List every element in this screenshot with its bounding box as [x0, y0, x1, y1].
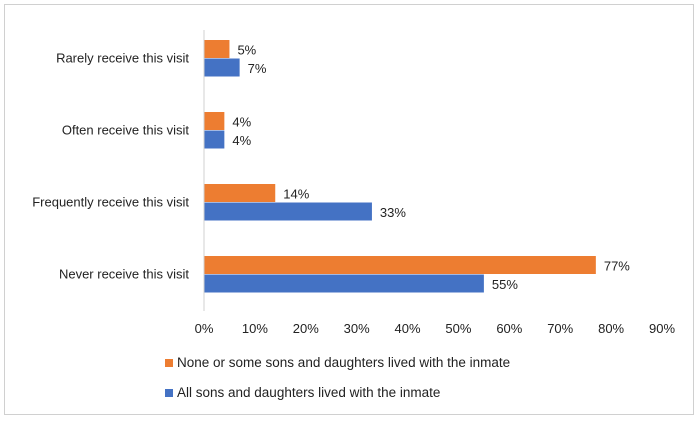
x-tick-label: 90% [649, 321, 675, 336]
bar [204, 58, 240, 77]
data-label: 5% [237, 43, 256, 58]
data-label: 55% [492, 277, 518, 292]
x-tick-label: 80% [598, 321, 624, 336]
data-label: 4% [232, 115, 251, 130]
data-label: 7% [248, 61, 267, 76]
x-tick-label: 0% [195, 321, 214, 336]
legend-swatch-orange [165, 358, 173, 367]
legend-label: All sons and daughters lived with the in… [177, 385, 441, 400]
x-tick-label: 10% [242, 321, 268, 336]
bar [204, 184, 276, 202]
legend-item-series-1: None or some sons and daughters lived wi… [165, 355, 510, 370]
bar [204, 40, 230, 58]
legend-item-series-2: All sons and daughters lived with the in… [165, 385, 440, 400]
legend-swatch-blue [165, 388, 173, 397]
bar [204, 256, 596, 274]
legend-label: None or some sons and daughters lived wi… [177, 355, 511, 370]
x-tick-label: 20% [293, 321, 319, 336]
data-label: 33% [380, 205, 406, 220]
bar [204, 130, 225, 149]
data-label: 4% [232, 133, 251, 148]
x-tick-label: 30% [344, 321, 370, 336]
bar [204, 274, 484, 293]
x-tick-label: 50% [445, 321, 471, 336]
x-tick-label: 40% [395, 321, 421, 336]
category-label: Frequently receive this visit [32, 195, 189, 210]
data-label: 14% [283, 187, 309, 202]
bar [204, 202, 372, 221]
x-tick-label: 70% [547, 321, 573, 336]
category-label: Never receive this visit [59, 267, 189, 282]
data-label: 77% [604, 259, 630, 274]
category-label: Often receive this visit [62, 123, 190, 138]
bar [204, 112, 225, 130]
category-label: Rarely receive this visit [56, 51, 189, 66]
chart-frame [4, 4, 694, 415]
x-tick-label: 60% [496, 321, 522, 336]
